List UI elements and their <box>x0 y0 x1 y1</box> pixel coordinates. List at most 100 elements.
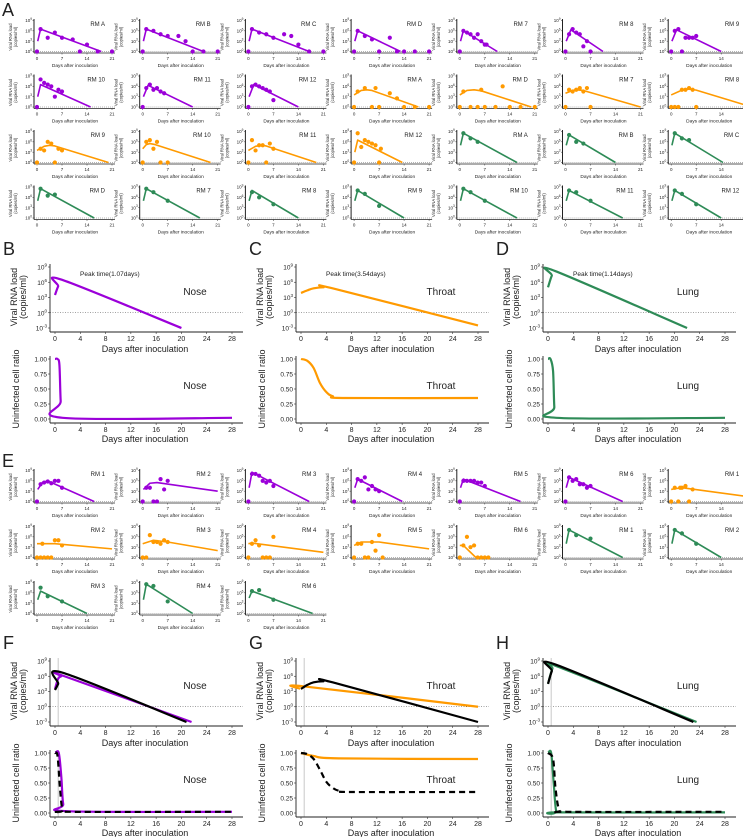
x-tick-label: 0 <box>353 506 356 511</box>
x-tick-label: 4 <box>324 427 328 434</box>
tick-base: 10 <box>554 195 560 200</box>
tick-base: 10 <box>448 49 454 54</box>
x-axis-title: Days after inoculation <box>158 513 204 519</box>
x-tick-label: 4 <box>78 730 82 737</box>
model-fit-line <box>36 590 88 615</box>
tick-exponent: 6 <box>30 589 32 593</box>
tick-exponent: 3 <box>136 93 138 97</box>
x-axis-title: Days after inoculation <box>158 569 204 575</box>
tick-base: 10 <box>131 139 137 144</box>
x-tick-label: 8 <box>350 427 354 434</box>
x-tick-label: 7 <box>166 506 169 511</box>
y-axis-title: Viral RNA load (copies/ml) <box>9 268 28 326</box>
tick-base: 10 <box>283 689 291 696</box>
tick-base: 10 <box>237 39 243 44</box>
x-tick-label: 21 <box>532 506 538 511</box>
data-point <box>566 527 572 533</box>
data-point <box>201 49 206 54</box>
y-tick-label: 109 <box>659 128 666 134</box>
y-tick-label: 100 <box>342 554 349 560</box>
data-point <box>566 188 572 193</box>
tick-exponent: 9 <box>559 184 561 188</box>
y-tick-label: 103 <box>131 93 138 99</box>
y-tick-label: 109 <box>131 184 138 190</box>
panel-letter: E <box>2 451 14 471</box>
tick-base: 10 <box>530 295 538 302</box>
x-tick-label: 21 <box>427 562 433 567</box>
y-tick-label: 106 <box>131 589 138 595</box>
tick-exponent: 9 <box>559 17 561 21</box>
y-axis-label-line2: (copies/ml) <box>13 82 18 103</box>
x-tick-label: 14 <box>296 112 302 117</box>
x-axis-title: Days after inoculation <box>348 344 435 354</box>
tick-base: 10 <box>554 129 560 134</box>
x-tick-label: 4 <box>78 821 82 828</box>
tick-base: 10 <box>659 94 665 99</box>
y-tick-label: 106 <box>342 477 349 483</box>
x-tick-label: 16 <box>398 821 406 828</box>
data-point <box>154 85 160 91</box>
y-axis-label: Viral RNA load (copies/ml) <box>431 23 441 51</box>
tick-exponent: 3 <box>44 293 47 298</box>
model-fit-line <box>459 88 532 108</box>
peak-time-annotation: Peak time(1.07days) <box>80 271 140 278</box>
x-tick-label: 8 <box>104 427 108 434</box>
y-tick-label: 100 <box>131 48 138 54</box>
y-tick-label: 106 <box>25 138 32 144</box>
tick-base: 10 <box>554 28 560 33</box>
y-tick-label: 100 <box>131 159 138 165</box>
x-tick-label: 0 <box>299 336 303 343</box>
x-tick-label: 21 <box>427 506 433 511</box>
x-tick-label: 7 <box>589 562 592 567</box>
tick-base: 10 <box>659 205 665 210</box>
y-axis-title-line1: Viral RNA load <box>255 268 265 326</box>
x-tick-label: 4 <box>571 730 575 737</box>
tick-base: 10 <box>25 105 31 110</box>
data-point <box>257 473 262 478</box>
data-point <box>264 555 269 560</box>
y-tick-label: 109 <box>342 523 349 529</box>
tick-exponent: 6 <box>559 27 561 31</box>
tick-base: 10 <box>283 704 291 711</box>
y-tick-label: 109 <box>131 579 138 585</box>
y-axis-label: Viral RNA load (copies/ml) <box>8 189 18 217</box>
y-tick-label: 0.00 <box>34 810 47 817</box>
x-tick-label: 0 <box>53 730 57 737</box>
x-tick-label: 14 <box>507 562 513 567</box>
y-axis-title: Viral RNA load (copies/ml) <box>9 662 28 720</box>
tick-base: 10 <box>25 28 31 33</box>
tick-base: 10 <box>448 555 454 560</box>
data-point <box>588 104 593 110</box>
tick-base: 10 <box>283 280 291 287</box>
x-tick-label: 14 <box>507 506 513 511</box>
y-tick-label: 109 <box>554 73 561 79</box>
tick-exponent: 3 <box>559 204 561 208</box>
tick-exponent: 3 <box>347 38 349 42</box>
y-tick-label: 109 <box>448 17 455 23</box>
y-tick-label: 106 <box>554 27 561 33</box>
data-point <box>52 538 57 543</box>
y-axis-label-line2: (copies/ml) <box>224 137 229 158</box>
x-axis-title: Days after inoculation <box>102 828 189 837</box>
data-point <box>669 499 674 504</box>
x-tick-label: 14 <box>613 112 619 117</box>
data-point <box>246 160 251 165</box>
x-tick-label: 0 <box>353 167 356 172</box>
tick-exponent: 6 <box>136 138 138 142</box>
y-tick-label: 100 <box>131 498 138 504</box>
x-tick-label: 0 <box>247 112 250 117</box>
viral-load-plot: Viral RNA load (copies/ml)10-310010310610… <box>9 657 243 748</box>
y-axis-label-line1: Viral RNA load <box>537 23 542 51</box>
data-point <box>257 543 262 548</box>
y-tick-label: 109 <box>25 523 32 529</box>
y-tick-label: 100 <box>448 554 455 560</box>
data-point <box>566 32 572 37</box>
y-tick-label: 100 <box>131 610 138 616</box>
x-tick-label: 7 <box>378 167 381 172</box>
animal-label: RM 8 <box>619 22 634 28</box>
y-tick-label: 100 <box>237 159 244 165</box>
tick-base: 10 <box>131 74 137 79</box>
y-axis-label: Viral RNA load (copies/ml) <box>114 585 124 613</box>
